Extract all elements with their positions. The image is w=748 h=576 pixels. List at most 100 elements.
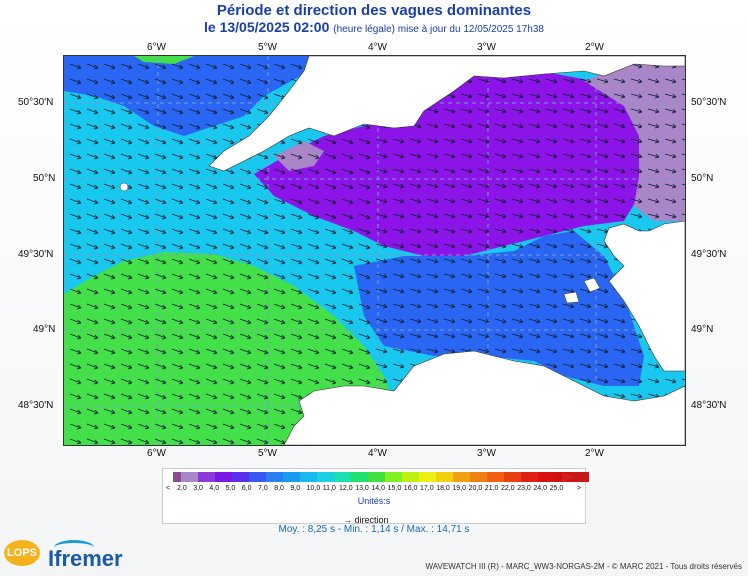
direction-arrow (205, 333, 218, 340)
direction-arrow (154, 228, 167, 235)
direction-arrow (409, 273, 422, 279)
legend-swatch (368, 472, 385, 482)
direction-arrow (681, 183, 685, 186)
direction-arrow (273, 273, 286, 280)
direction-arrow (256, 273, 269, 280)
direction-arrow (392, 153, 405, 159)
direction-arrow (273, 303, 286, 310)
direction-arrow (120, 423, 133, 430)
direction-arrow (630, 93, 643, 99)
direction-arrow (443, 303, 456, 309)
direction-arrow (307, 333, 320, 340)
sea-lavender-patch (274, 141, 324, 171)
direction-arrow (392, 288, 405, 294)
direction-arrow (256, 333, 269, 340)
direction-arrow (273, 423, 286, 430)
direction-arrow (188, 123, 201, 130)
direction-arrow (579, 243, 592, 249)
direction-arrow (307, 303, 320, 310)
direction-arrow (239, 93, 252, 100)
direction-arrow (171, 378, 184, 385)
direction-arrow (239, 348, 252, 355)
direction-arrow (630, 378, 643, 384)
direction-arrow (188, 363, 201, 370)
direction-arrow (171, 108, 184, 115)
direction-arrow (545, 108, 558, 114)
direction-arrow (154, 258, 167, 265)
direction-arrow (256, 168, 269, 175)
direction-arrow (171, 213, 184, 220)
direction-arrow (69, 438, 82, 445)
direction-arrow (443, 168, 456, 174)
direction-arrow (256, 108, 269, 115)
direction-arrow (392, 303, 405, 309)
direction-arrow (426, 318, 439, 324)
direction-arrow (256, 243, 269, 250)
direction-arrow (86, 183, 99, 190)
direction-arrow (426, 303, 439, 309)
direction-arrow (596, 213, 609, 219)
direction-arrow (681, 78, 685, 81)
left-lat-label: 50°30'N (18, 97, 54, 108)
legend-swatch (198, 472, 215, 482)
land-jersey (583, 277, 601, 293)
direction-arrow (341, 363, 354, 370)
direction-arrow (579, 108, 592, 114)
direction-arrow (341, 273, 354, 280)
direction-arrow (358, 318, 371, 325)
direction-arrow (137, 63, 150, 70)
color-legend: < > 2,0 3,0 4,0 5,0 6,0 7,0 8,0 9,0 10,0 11,0 12,0… (162, 468, 589, 525)
direction-arrow (137, 363, 150, 370)
direction-arrow (273, 318, 286, 325)
direction-arrow (630, 138, 643, 144)
direction-arrow (137, 183, 150, 190)
direction-arrow (154, 288, 167, 295)
legend-direction: → direction (343, 515, 389, 525)
direction-arrow (596, 258, 609, 264)
direction-arrow (647, 93, 660, 99)
direction-arrow (273, 258, 286, 265)
direction-arrow (528, 288, 541, 294)
direction-arrow (630, 363, 643, 369)
direction-arrow (579, 198, 592, 204)
direction-arrow (528, 348, 541, 354)
map-subtitle: le 13/05/2025 02:00 (heure légale) mise … (0, 19, 748, 35)
direction-arrow (86, 438, 99, 445)
direction-arrow (664, 183, 677, 189)
direction-arrow (307, 153, 320, 160)
direction-arrow (477, 198, 490, 204)
direction-arrow (426, 228, 439, 234)
direction-arrow (562, 108, 575, 114)
direction-arrow (69, 213, 82, 220)
direction-arrow (579, 333, 592, 339)
direction-arrow (171, 123, 184, 130)
direction-arrow (222, 288, 235, 295)
direction-arrow (477, 333, 490, 339)
direction-arrow (613, 348, 626, 354)
direction-arrow (341, 378, 354, 385)
direction-arrow (511, 318, 524, 324)
direction-arrow (426, 333, 439, 339)
direction-arrow (256, 378, 269, 385)
direction-arrow (239, 123, 252, 130)
wave-map[interactable] (63, 55, 686, 446)
direction-arrow (545, 243, 558, 249)
direction-arrow (171, 408, 184, 415)
direction-arrow (324, 153, 337, 160)
direction-arrow (341, 228, 354, 235)
direction-arrow (681, 123, 685, 126)
direction-arrow (69, 108, 82, 115)
direction-arrow (545, 198, 558, 204)
legend-tick-label: 8,0 (274, 485, 284, 492)
direction-arrow (341, 348, 354, 355)
direction-arrow (171, 348, 184, 355)
direction-arrow (392, 183, 405, 189)
direction-arrow (171, 423, 184, 430)
direction-arrow (460, 318, 473, 324)
direction-arrow (222, 438, 235, 445)
direction-arrow (460, 123, 473, 129)
direction-arrow (477, 288, 490, 294)
direction-arrow (171, 303, 184, 310)
direction-arrow (664, 138, 677, 144)
direction-arrow (511, 288, 524, 294)
